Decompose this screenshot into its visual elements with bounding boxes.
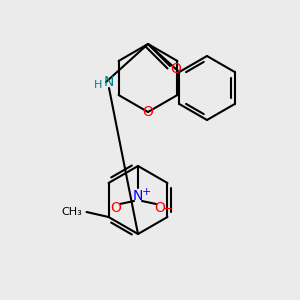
Text: O: O [171,62,182,76]
Text: O: O [154,201,165,215]
Text: N: N [133,189,143,203]
Text: CH₃: CH₃ [62,207,82,217]
Text: N: N [104,75,114,89]
Text: O: O [111,201,122,215]
Text: −: − [163,202,173,215]
Text: +: + [141,187,151,197]
Text: H: H [94,80,102,90]
Text: O: O [142,105,153,119]
